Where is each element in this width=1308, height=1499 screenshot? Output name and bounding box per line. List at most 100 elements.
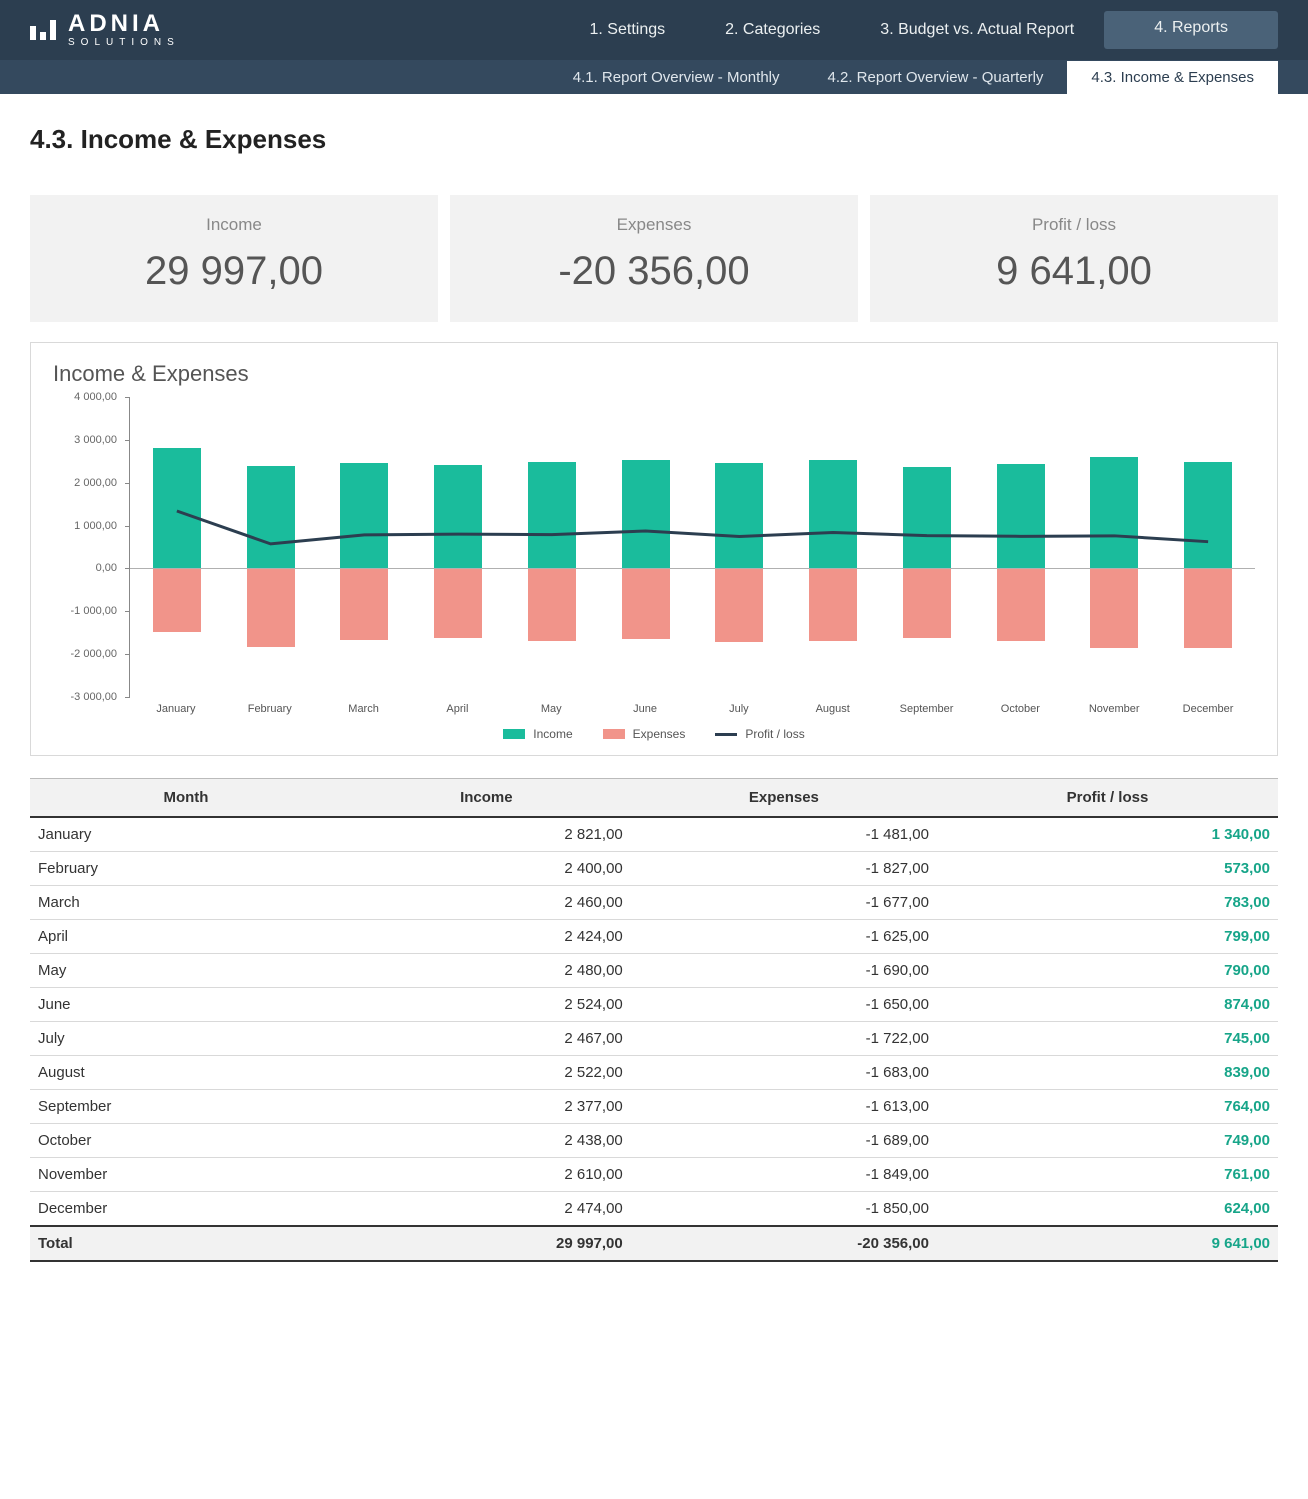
chart-bars <box>130 397 1255 697</box>
cell-income: 2 474,00 <box>342 1192 631 1227</box>
cell-expenses: -1 689,00 <box>631 1124 937 1158</box>
table-header-row: Month Income Expenses Profit / loss <box>30 779 1278 818</box>
cell-month: February <box>30 852 342 886</box>
cell-income: 2 522,00 <box>342 1056 631 1090</box>
bar-income <box>153 448 201 569</box>
table-row: May2 480,00-1 690,00790,00 <box>30 954 1278 988</box>
legend-profit-swatch <box>715 733 737 736</box>
cell-expenses: -1 722,00 <box>631 1022 937 1056</box>
cell-expenses: -1 677,00 <box>631 886 937 920</box>
chart-plot-area: 4 000,003 000,002 000,001 000,000,00-1 0… <box>53 397 1255 715</box>
legend-income-swatch <box>503 729 525 739</box>
cell-month: August <box>30 1056 342 1090</box>
legend-income-label: Income <box>533 727 572 741</box>
table-row: September2 377,00-1 613,00764,00 <box>30 1090 1278 1124</box>
cell-income: 2 424,00 <box>342 920 631 954</box>
table-row: August2 522,00-1 683,00839,00 <box>30 1056 1278 1090</box>
col-income: Income <box>342 779 631 818</box>
col-month: Month <box>30 779 342 818</box>
x-tick-label: October <box>973 703 1067 715</box>
cell-profit: 745,00 <box>937 1022 1278 1056</box>
kpi-label: Profit / loss <box>880 215 1268 235</box>
cell-month: November <box>30 1158 342 1192</box>
cell-month: January <box>30 817 342 852</box>
bar-income <box>715 463 763 569</box>
cell-income: 2 821,00 <box>342 817 631 852</box>
cell-income: 2 467,00 <box>342 1022 631 1056</box>
cell-month: October <box>30 1124 342 1158</box>
kpi-row: Income29 997,00Expenses-20 356,00Profit … <box>30 195 1278 322</box>
col-expenses: Expenses <box>631 779 937 818</box>
kpi-value: 29 997,00 <box>40 249 428 294</box>
table-total-row: Total29 997,00-20 356,009 641,00 <box>30 1226 1278 1261</box>
bar-income <box>809 460 857 568</box>
data-table: Month Income Expenses Profit / loss Janu… <box>30 778 1278 1262</box>
bar-income <box>903 467 951 569</box>
cell-income: 2 400,00 <box>342 852 631 886</box>
bar-expenses <box>903 568 951 637</box>
cell-expenses: -1 850,00 <box>631 1192 937 1227</box>
nav-sub-item[interactable]: 4.2. Report Overview - Quarterly <box>804 61 1068 94</box>
bar-expenses <box>153 568 201 631</box>
table-row: October2 438,00-1 689,00749,00 <box>30 1124 1278 1158</box>
nav-main-item[interactable]: 1. Settings <box>560 11 696 49</box>
bar-expenses <box>340 568 388 640</box>
bar-expenses <box>809 568 857 640</box>
kpi-value: -20 356,00 <box>460 249 848 294</box>
cell-profit: 749,00 <box>937 1124 1278 1158</box>
cell-expenses: -1 827,00 <box>631 852 937 886</box>
table-row: November2 610,00-1 849,00761,00 <box>30 1158 1278 1192</box>
bar-expenses <box>622 568 670 639</box>
cell-expenses: -1 690,00 <box>631 954 937 988</box>
cell-profit: 573,00 <box>937 852 1278 886</box>
kpi-label: Expenses <box>460 215 848 235</box>
cell-profit: 9 641,00 <box>937 1226 1278 1261</box>
cell-expenses: -1 613,00 <box>631 1090 937 1124</box>
legend-profit-label: Profit / loss <box>745 727 804 741</box>
nav-sub-item[interactable]: 4.1. Report Overview - Monthly <box>549 61 804 94</box>
bar-slot <box>599 397 693 697</box>
bar-slot <box>1068 397 1162 697</box>
legend-expenses-label: Expenses <box>633 727 686 741</box>
nav-main-item[interactable]: 3. Budget vs. Actual Report <box>850 11 1104 49</box>
cell-income: 29 997,00 <box>342 1226 631 1261</box>
y-tick-label: -3 000,00 <box>71 691 117 703</box>
bar-expenses <box>1184 568 1232 647</box>
bar-slot <box>318 397 412 697</box>
table-row: February2 400,00-1 827,00573,00 <box>30 852 1278 886</box>
y-tick-label: 3 000,00 <box>74 434 117 446</box>
bar-slot <box>130 397 224 697</box>
cell-expenses: -20 356,00 <box>631 1226 937 1261</box>
brand-logo: ADNIA SOLUTIONS <box>30 12 180 48</box>
table-row: July2 467,00-1 722,00745,00 <box>30 1022 1278 1056</box>
cell-expenses: -1 625,00 <box>631 920 937 954</box>
cell-month: Total <box>30 1226 342 1261</box>
cell-profit: 790,00 <box>937 954 1278 988</box>
cell-income: 2 524,00 <box>342 988 631 1022</box>
x-tick-label: August <box>786 703 880 715</box>
kpi-card: Expenses -20 356,00 <box>450 195 858 322</box>
page-title: 4.3. Income & Expenses <box>30 124 1278 155</box>
kpi-card: Profit / loss9 641,00 <box>870 195 1278 322</box>
nav-main-item[interactable]: 4. Reports <box>1104 11 1278 49</box>
bar-expenses <box>528 568 576 640</box>
cell-profit: 1 340,00 <box>937 817 1278 852</box>
y-tick-label: -1 000,00 <box>71 605 117 617</box>
bar-income <box>434 465 482 569</box>
bar-slot <box>693 397 787 697</box>
cell-expenses: -1 849,00 <box>631 1158 937 1192</box>
bar-slot <box>224 397 318 697</box>
cell-income: 2 480,00 <box>342 954 631 988</box>
table-row: January2 821,00-1 481,001 340,00 <box>30 817 1278 852</box>
chart-plot <box>129 397 1255 697</box>
bar-income <box>997 464 1045 568</box>
legend-expenses-swatch <box>603 729 625 739</box>
cell-profit: 764,00 <box>937 1090 1278 1124</box>
nav-sub-item[interactable]: 4.3. Income & Expenses <box>1067 61 1278 94</box>
y-tick-label: 1 000,00 <box>74 520 117 532</box>
nav-main-item[interactable]: 2. Categories <box>695 11 850 49</box>
logo-bars-icon <box>30 20 56 40</box>
bar-slot <box>786 397 880 697</box>
y-tick-label: 4 000,00 <box>74 391 117 403</box>
page-body: 4.3. Income & Expenses Income 29 997,00 Ex… <box>0 94 1308 1292</box>
